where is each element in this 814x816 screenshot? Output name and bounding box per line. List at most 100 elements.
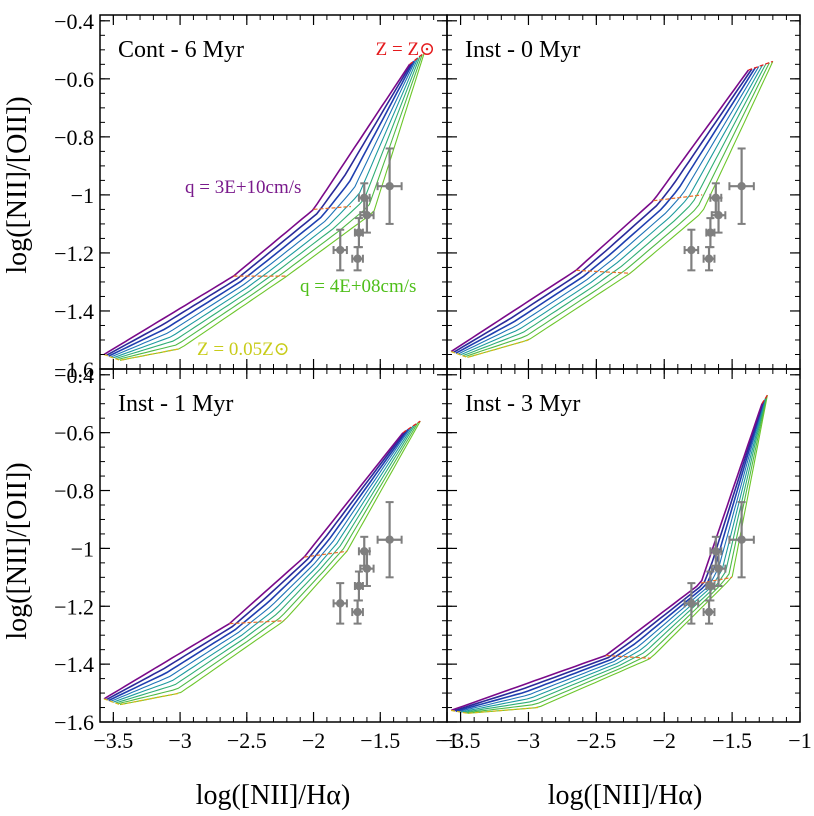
q-high-label: q = 3E+10cm/s (185, 177, 301, 198)
x-axis-label-right: log([NII]/Hα) (548, 780, 703, 811)
z-line (313, 205, 351, 210)
q-line (460, 398, 766, 713)
z-high-label: Z = Z⊙ (376, 39, 435, 60)
q-line (103, 63, 411, 356)
panel-3: −3.5 −3 −2.5 −2 −1.5 −1 −1.6 −1.4 −1.2 −1 −0.8 −0.6… (54, 363, 459, 753)
data-point (702, 246, 716, 272)
z-line (700, 576, 733, 584)
data-marker (704, 607, 714, 617)
data-point (710, 550, 727, 588)
plot-area (450, 394, 768, 714)
q-line (108, 428, 409, 702)
data-point (332, 228, 348, 272)
y-tick-label: −1 (71, 183, 94, 208)
q-line (117, 54, 423, 361)
data-point (359, 196, 375, 234)
y-tick-label: −1.2 (54, 594, 94, 619)
data-point (351, 599, 364, 625)
x-tick-label: −3 (168, 728, 191, 753)
data-marker (353, 254, 362, 263)
x-tick-label: −2.5 (576, 728, 616, 753)
y-tick-label: −1 (71, 536, 94, 561)
panel-title: Inst - 0 Myr (465, 37, 580, 63)
data-marker (362, 211, 372, 220)
y-tick-label: −1.4 (54, 299, 94, 324)
y-tick-label: −0.6 (54, 67, 94, 92)
z-line (748, 60, 774, 71)
plot-area (103, 52, 425, 361)
panel-4: −3.5 −3 −2.5 −2 −1.5 −1 Inst - 3 Myr (441, 368, 812, 753)
q-line (460, 64, 763, 356)
q-line (110, 59, 417, 358)
q-line (105, 430, 407, 701)
data-point (332, 582, 348, 625)
q-line (457, 399, 765, 713)
x-tick-label: −1.5 (712, 728, 752, 753)
panel-frame (446, 368, 801, 723)
data-marker (385, 535, 394, 544)
x-tick-label: −2 (653, 728, 676, 753)
x-tick-label: −2.5 (227, 728, 267, 753)
data-marker (706, 228, 715, 237)
z-line (653, 194, 703, 202)
x-axis-label-left: log([NII]/Hα) (196, 780, 351, 811)
q-line (462, 63, 767, 357)
x-tick-label: −3.5 (93, 728, 133, 753)
y-tick-label: −1.6 (54, 710, 94, 735)
x-tick-label: −3.5 (441, 728, 481, 753)
z-line-low (450, 706, 539, 714)
y-tick-label: −0.8 (54, 125, 94, 150)
data-marker (714, 211, 723, 220)
data-point (683, 582, 700, 625)
data-point (728, 501, 755, 579)
data-point (728, 147, 755, 225)
x-tick-label: −1 (435, 728, 458, 753)
z-line (409, 52, 425, 65)
z-line (304, 550, 347, 558)
z-line-low (103, 692, 181, 706)
data-point (376, 147, 403, 225)
data-point (359, 550, 375, 588)
q-line (117, 422, 419, 705)
q-line (450, 403, 763, 712)
data-point (353, 570, 364, 602)
data-marker (385, 181, 394, 191)
q-line (110, 427, 411, 702)
y-tick-label: −0.4 (54, 9, 94, 34)
q-line (115, 424, 416, 704)
q-line (450, 69, 750, 353)
data-point (705, 570, 716, 602)
data-marker (354, 581, 364, 591)
data-marker (336, 245, 345, 255)
z-line (761, 394, 768, 405)
y-axis-label-top: log([NII]/[OII]) (2, 96, 33, 273)
data-marker (687, 599, 696, 608)
y-tick-label: −1.2 (54, 241, 94, 266)
z-line (605, 654, 651, 659)
q-line (457, 66, 760, 355)
q-line (467, 61, 774, 358)
q-line (113, 57, 419, 359)
data-marker (737, 181, 746, 191)
panel-2: Inst - 0 Myr (446, 14, 801, 370)
q-line (462, 397, 767, 714)
data-marker (714, 564, 723, 573)
panel-title: Inst - 1 Myr (118, 391, 233, 417)
data-marker (704, 254, 714, 263)
x-tick-label: −3 (517, 728, 540, 753)
z-line-low (103, 348, 181, 361)
data-marker (687, 245, 696, 255)
panel-title: Inst - 3 Myr (465, 391, 580, 417)
y-tick-label: −1.4 (54, 652, 94, 677)
data-point (376, 501, 403, 579)
data-point (705, 217, 716, 249)
q-line (105, 62, 413, 357)
q-line (113, 425, 414, 703)
q-line (115, 55, 421, 360)
plot-area (450, 60, 774, 359)
q-line (452, 68, 753, 354)
data-point (683, 228, 700, 272)
z-line (229, 620, 285, 625)
y-tick-label: −0.6 (54, 421, 94, 446)
